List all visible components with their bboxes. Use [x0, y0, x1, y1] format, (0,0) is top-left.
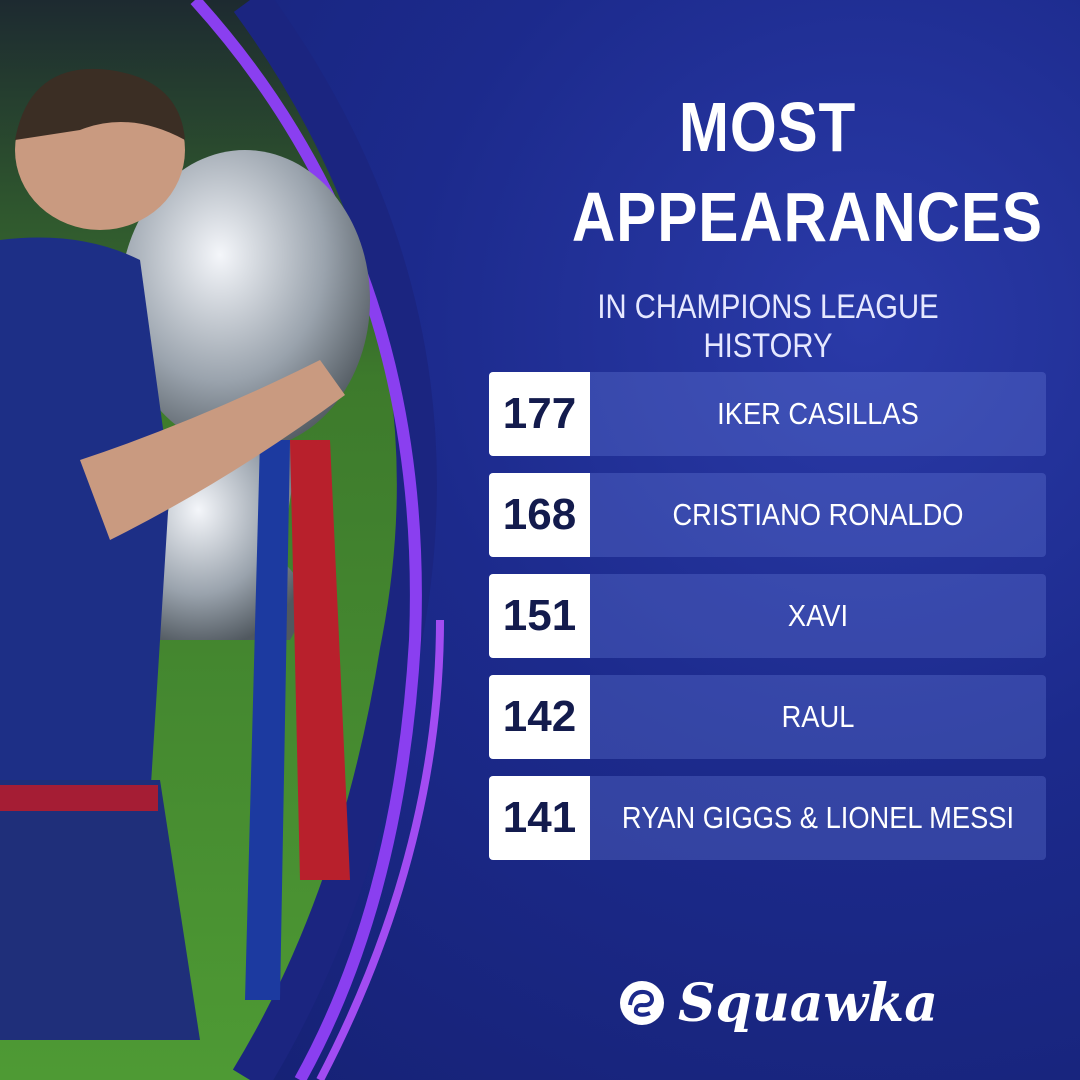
brand-icon: [620, 981, 664, 1025]
player-name: RAUL: [781, 699, 855, 734]
table-row: 177 IKER CASILLAS: [489, 372, 1046, 456]
table-row: 168 CRISTIANO RONALDO: [489, 473, 1046, 557]
title: MOST APPEARANCES: [571, 88, 1043, 256]
brand-name: Squawka: [678, 972, 938, 1034]
player-name: IKER CASILLAS: [717, 396, 919, 431]
table-row: 141 RYAN GIGGS & LIONEL MESSI: [489, 776, 1046, 860]
appearance-count: 151: [489, 574, 590, 658]
table-row: 151 XAVI: [489, 574, 1046, 658]
table-row: 142 RAUL: [489, 675, 1046, 759]
subtitle: IN CHAMPIONS LEAGUE HISTORY: [597, 288, 939, 365]
appearance-count: 142: [489, 675, 590, 759]
appearance-count: 141: [489, 776, 590, 860]
appearance-count: 177: [489, 372, 590, 456]
appearance-count: 168: [489, 473, 590, 557]
player-name: RYAN GIGGS & LIONEL MESSI: [621, 800, 1015, 835]
brand-logo: Squawka: [618, 968, 938, 1038]
player-name: CRISTIANO RONALDO: [672, 497, 964, 532]
player-name: XAVI: [787, 598, 849, 633]
